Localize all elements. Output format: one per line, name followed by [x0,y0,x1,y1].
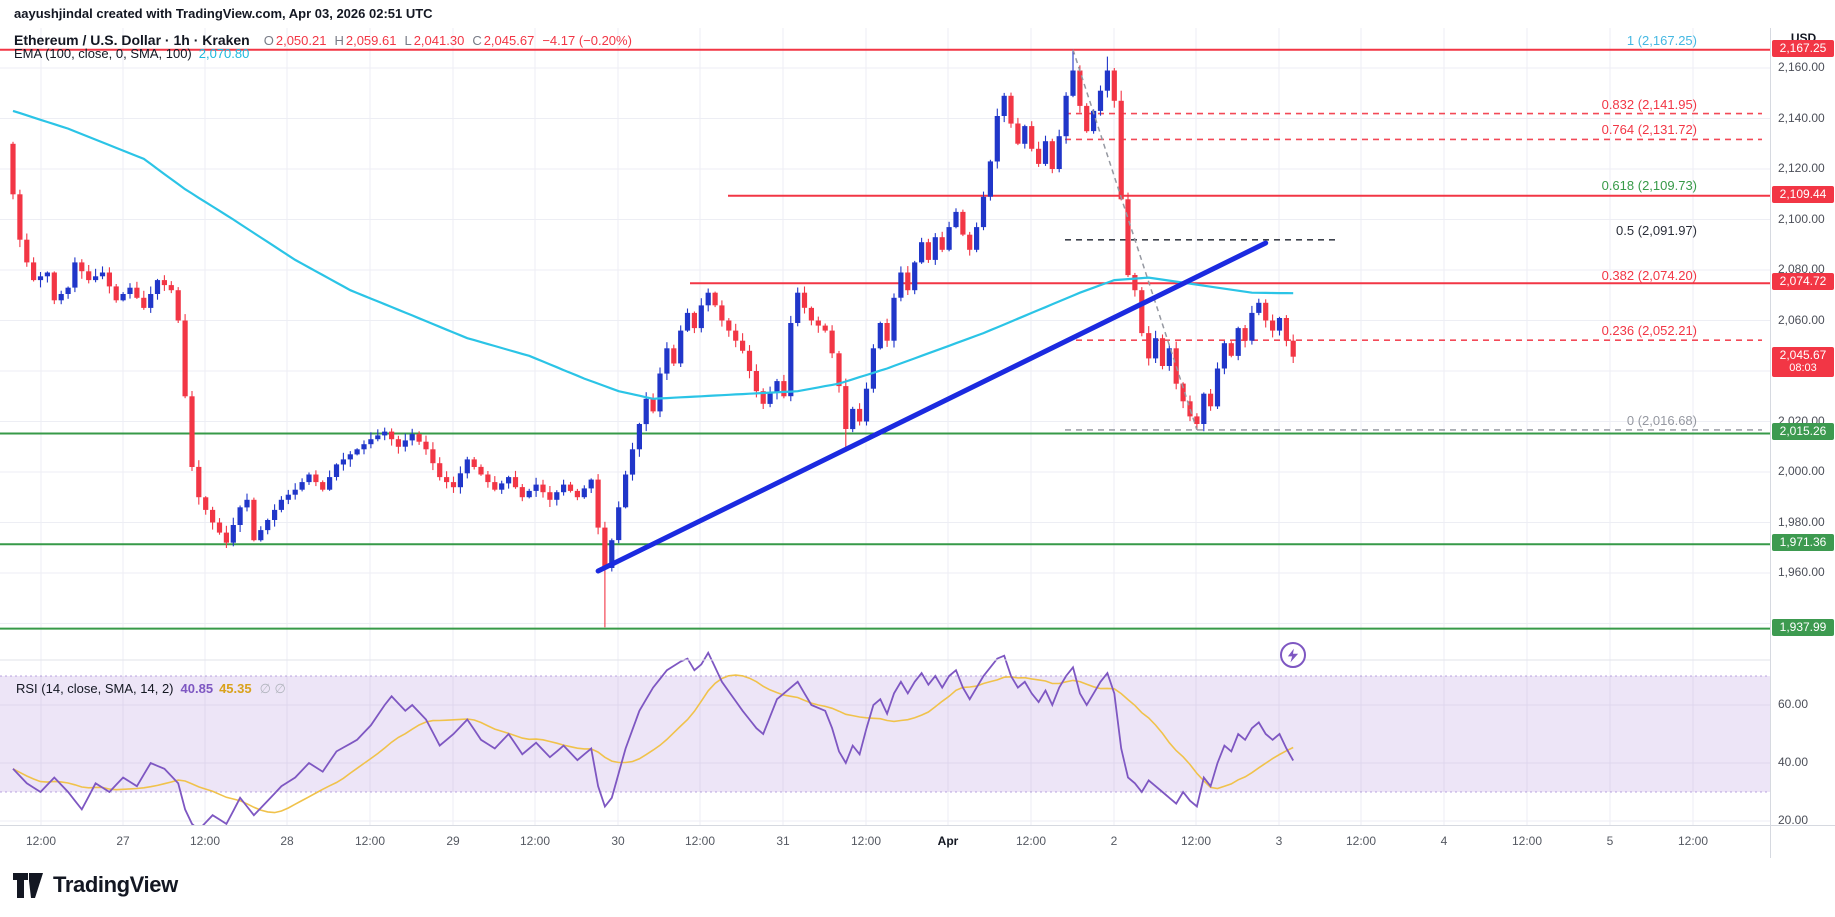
chart-canvas[interactable] [0,28,1770,825]
symbol-title: Ethereum / U.S. Dollar · 1h · Kraken [14,32,250,48]
fib-label: 0.382 (2,074.20) [1601,268,1697,283]
price-badge: 1,937.99 [1772,619,1834,636]
lightning-bolt-glyph [1287,648,1299,662]
close-value: 2,045.67 [483,33,535,48]
time-label: 12:00 [519,834,551,848]
time-label: 12:00 [1511,834,1543,848]
fib-label: 0.618 (2,109.73) [1601,178,1697,193]
rsi-legend: RSI (14, close, SMA, 14, 2) 40.85 45.35 ∅ ∅ [16,681,286,697]
lightning-icon[interactable] [1280,642,1306,668]
time-label: 12:00 [1345,834,1377,848]
time-label: 29 [446,834,460,848]
rsi-legend-value: 40.85 [180,681,214,696]
price-badge: 2,109.44 [1772,186,1834,203]
attribution-text: aayushjindal created with TradingView.co… [14,6,433,21]
countdown-timer: 08:03 [1789,362,1817,374]
fib-label: 0.236 (2,052.21) [1601,323,1697,338]
price-tick: 1,980.00 [1778,515,1825,529]
price-tick: 2,120.00 [1778,161,1825,175]
candles-layer [10,49,1296,628]
price-tick: 1,960.00 [1778,565,1825,579]
price-tick: 2,060.00 [1778,313,1825,327]
fib-label: 0.5 (2,091.97) [1616,223,1697,238]
ema-line [12,109,1294,400]
ema-legend-name: EMA (100, close, 0, SMA, 100) [14,46,192,61]
open-value: 2,050.21 [275,33,327,48]
price-badge: 1,971.36 [1772,534,1834,551]
time-label: 12:00 [1180,834,1212,848]
fib-label: 1 (2,167.25) [1626,33,1697,48]
tradingview-logo[interactable]: TradingView [13,872,178,898]
time-label: 12:00 [684,834,716,848]
rsi-tick: 40.00 [1778,755,1809,769]
close-label: C [472,33,482,48]
rsi-tick: 60.00 [1778,697,1809,711]
change-value: −4.17 (−0.20%) [542,33,632,48]
open-label: O [263,33,274,48]
fib-label: 0.832 (2,141.95) [1601,97,1697,112]
low-label: L [404,33,412,48]
low-value: 2,041.30 [413,33,465,48]
time-label: 28 [280,834,294,848]
price-tick: 2,080.00 [1778,262,1825,276]
price-scale[interactable]: USD 2,160.00 2,140.00 2,120.00 2,100.00 2,08… [1770,28,1835,827]
tradingview-wordmark: TradingView [53,872,178,897]
current-price-badge: 2,045.67 08:03 [1772,347,1834,377]
rsi-tick: 20.00 [1778,813,1809,827]
high-value: 2,059.61 [345,33,397,48]
time-label: 31 [776,834,790,848]
price-badge: 2,015.26 [1772,423,1834,440]
time-label: Apr [937,834,959,848]
time-label: 12:00 [25,834,57,848]
time-label: 27 [116,834,130,848]
rsi-band [0,676,1770,792]
tradingview-mark-icon [13,872,43,898]
fib-label: 0.764 (2,131.72) [1601,122,1697,137]
price-tick: 2,100.00 [1778,212,1825,226]
footer: TradingView [13,872,178,898]
time-label: 3 [1275,834,1283,848]
rsi-ma-line [12,674,1294,814]
rsi-legend-name: RSI (14, close, SMA, 14, 2) [16,681,174,696]
time-label: 4 [1440,834,1448,848]
fib-connector [1072,49,1198,431]
price-badge: 2,167.25 [1772,40,1834,57]
time-label: 12:00 [1015,834,1047,848]
trendline [595,240,1269,574]
price-tick: 2,160.00 [1778,60,1825,74]
fib-label: 0 (2,016.68) [1626,413,1697,428]
time-label: 12:00 [354,834,386,848]
ema-legend-value: 2,070.80 [198,46,250,61]
rsi-line [12,650,1294,825]
time-label: 30 [611,834,625,848]
price-tick: 2,140.00 [1778,111,1825,125]
rsi-ma-value: 45.35 [219,681,252,696]
time-label: 12:00 [189,834,221,848]
high-label: H [334,33,344,48]
time-label: 2 [1110,834,1118,848]
time-label: 5 [1606,834,1614,848]
rsi-hidden-values: ∅ ∅ [259,681,286,696]
price-tick: 2,000.00 [1778,464,1825,478]
symbol-legend: Ethereum / U.S. Dollar · 1h · Kraken O 2,0… [14,32,632,48]
time-axis[interactable]: 12:00 27 12:00 28 12:00 29 12:00 30 12:00 31 12:00… [0,825,1770,858]
main-chart[interactable]: Ethereum / U.S. Dollar · 1h · Kraken O 2,0… [0,28,1770,825]
price-badge: 2,074.72 [1772,273,1834,290]
time-label: 12:00 [850,834,882,848]
ema-legend: EMA (100, close, 0, SMA, 100) 2,070.80 [14,46,249,61]
time-label: 12:00 [1677,834,1709,848]
axis-corner [1770,825,1835,858]
